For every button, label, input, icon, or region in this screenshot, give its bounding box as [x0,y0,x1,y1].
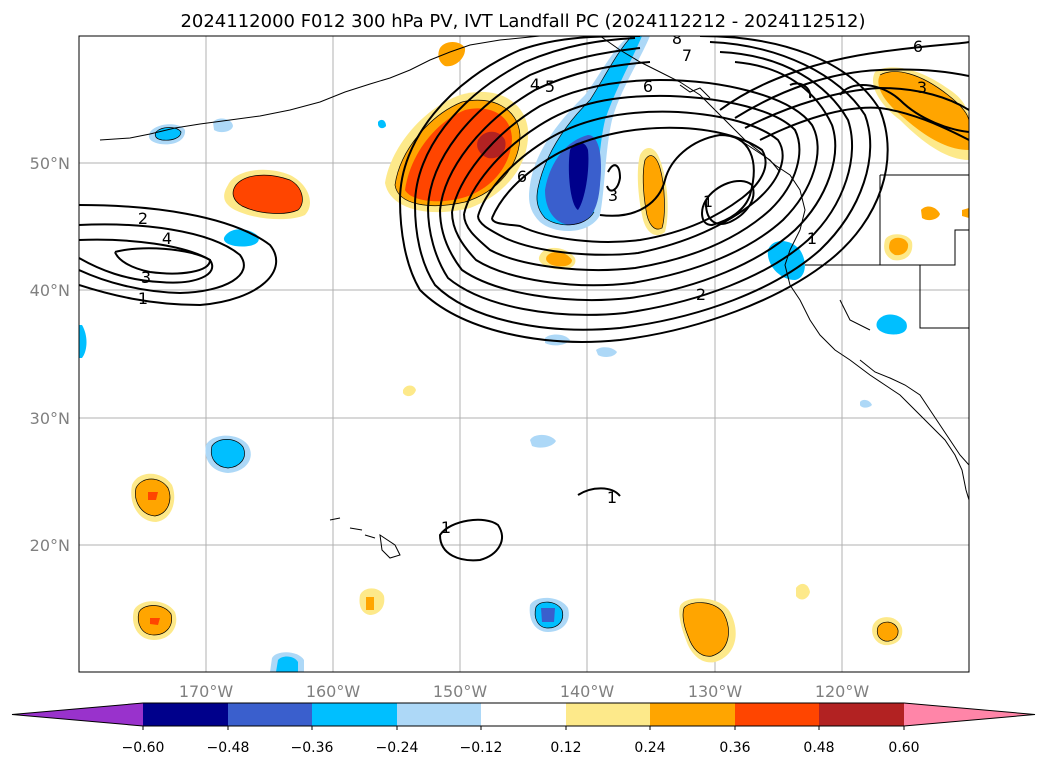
colorbar-segment [650,703,735,726]
contour-label: 6 [517,167,527,186]
contour-label: 1 [607,488,617,507]
colorbar-segment [397,703,481,726]
colorbar-tick-label: −0.48 [207,740,250,756]
contour-label: 1 [138,289,148,308]
colorbar-segment [735,703,819,726]
contour-label: 3 [608,186,618,205]
colorbar-segment [312,703,397,726]
ivt-contours [79,36,969,562]
colorbar-segment [819,703,904,726]
colorbar-segment [566,703,650,726]
contour-label: 3 [917,78,927,97]
contour-label: 4 [162,229,172,248]
colorbar [11,702,1036,730]
colorbar-tick-label: −0.12 [460,740,503,756]
lon-tick-labels: 170°W 160°W 150°W 140°W 130°W 120°W [179,682,870,701]
colorbar-ticks: −0.60 −0.48 −0.36 −0.24 −0.12 0.12 0.24 … [122,740,920,756]
colorbar-tick-label: 0.48 [803,740,834,756]
lat-tick-label: 40°N [30,281,70,300]
contour-labels: 2 4 3 1 4 5 6 7 8 6 3 1 2 1 1 1 3 6 [138,29,927,537]
contour-label: 1 [441,518,451,537]
colorbar-tick-label: 0.12 [550,740,581,756]
colorbar-extend-low [12,703,143,726]
colorbar-tick-label: 0.36 [719,740,750,756]
colorbar-tick-label: 0.60 [888,740,919,756]
colorbar-tick-label: −0.24 [376,740,419,756]
lon-tick-label: 160°W [306,682,361,701]
contour-label: 2 [138,209,148,228]
colorbar-extend-high [904,703,1035,726]
lon-tick-label: 140°W [560,682,615,701]
lon-tick-label: 120°W [815,682,870,701]
lon-tick-label: 130°W [688,682,743,701]
lon-tick-label: 150°W [433,682,488,701]
colorbar-tick-label: −0.60 [122,740,165,756]
colorbar-segment [481,703,566,726]
contour-label: 6 [913,37,923,56]
lat-tick-labels: 50°N 40°N 30°N 20°N [30,154,70,555]
contour-label: 6 [643,77,653,96]
colorbar-tick-label: 0.24 [634,740,665,756]
contour-label: 1 [703,192,713,211]
contour-label: 7 [682,46,692,65]
lon-tick-label: 170°W [179,682,234,701]
map-panel: 2 4 3 1 4 5 6 7 8 6 3 1 2 1 1 1 3 6 [79,29,969,672]
contour-label: 3 [141,268,151,287]
map-frame [78,35,970,673]
colorbar-tick-label: −0.36 [291,740,334,756]
coastlines [99,36,969,559]
colorbar-segment [228,703,312,726]
pv-thin-contours [135,36,969,657]
lat-tick-label: 50°N [30,154,70,173]
contour-label: 2 [696,285,706,304]
contour-label: 8 [672,29,682,48]
lat-tick-label: 20°N [30,536,70,555]
colorbar-segment [143,703,228,726]
contour-label: 1 [807,229,817,248]
figure-title: 2024112000 F012 300 hPa PV, IVT Landfall… [180,11,865,32]
contour-label: 4 [530,75,540,94]
contour-label: 5 [545,77,555,96]
lat-tick-label: 30°N [30,409,70,428]
